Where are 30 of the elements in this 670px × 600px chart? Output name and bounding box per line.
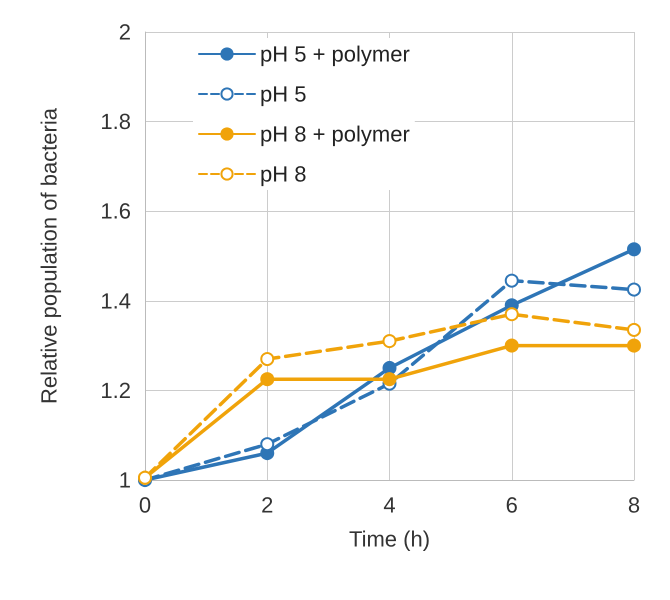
point: [504, 274, 519, 288]
legend-label: pH 8: [260, 162, 306, 186]
legend-label: pH 5 + polymer: [260, 42, 410, 66]
point: [382, 361, 396, 375]
point: [627, 242, 641, 256]
y-tick-label: 1: [118, 468, 131, 492]
point: [260, 372, 274, 386]
point: [504, 307, 519, 322]
point: [382, 372, 396, 386]
y-tick-label: 1.2: [100, 378, 131, 403]
y-axis-title: Relative population of bacteria: [36, 107, 62, 404]
point: [627, 282, 641, 297]
point: [260, 437, 274, 452]
point: [627, 322, 641, 337]
x-axis-title: Time (h): [348, 526, 430, 552]
legend-label: pH 8 + polymer: [260, 122, 410, 146]
x-tick-label: 2: [261, 492, 274, 518]
y-tick-label: 1.4: [100, 288, 131, 314]
y-tick-label: 2: [118, 20, 131, 44]
y-tick-label: 1.8: [100, 109, 131, 134]
x-tick-label: 0: [138, 492, 152, 518]
legend-label: pH 5: [260, 82, 306, 106]
x-tick-label: 4: [383, 492, 396, 518]
x-tick-label: 8: [628, 492, 640, 518]
point: [260, 352, 274, 366]
x-tick-label: 6: [506, 492, 518, 518]
point: [627, 338, 641, 353]
y-tick-label: 1.6: [100, 198, 131, 224]
point: [504, 338, 519, 353]
point: [382, 334, 396, 348]
